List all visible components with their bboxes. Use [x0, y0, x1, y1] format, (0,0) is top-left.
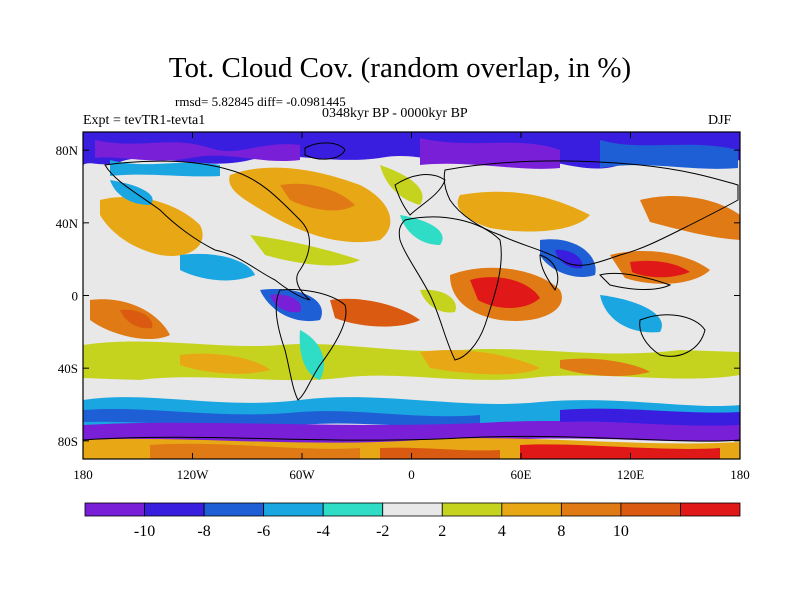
lon-tick-label: 120E	[617, 467, 645, 482]
colorbar-label: 8	[557, 523, 565, 540]
colorbar-label: -10	[134, 523, 155, 540]
colorbar-label: -2	[376, 523, 389, 540]
experiment-text: Expt = tevTR1-tevta1	[83, 113, 206, 128]
colorbar-label: -6	[257, 523, 270, 540]
colorbar-boxes	[84, 502, 741, 517]
colorbar-box	[620, 502, 681, 517]
lon-tick-label: 180	[730, 467, 750, 482]
stats-text: rmsd= 5.82845 diff= -0.0981445	[175, 94, 346, 109]
plot-title: Tot. Cloud Cov. (random overlap, in %)	[168, 52, 632, 84]
lat-tick-label: 80S	[58, 434, 78, 449]
colorbar-box	[322, 502, 384, 517]
lat-tick-label: 40N	[56, 216, 79, 231]
lon-tick-label: 0	[408, 467, 415, 482]
lon-tick-label: 60W	[289, 467, 315, 482]
lon-tick-label: 60E	[511, 467, 532, 482]
colorbar-label: -4	[317, 523, 330, 540]
coastlines	[83, 142, 740, 442]
colorbar-box	[680, 502, 741, 517]
lat-tick-label: 80N	[56, 143, 79, 158]
season-text: DJF	[708, 113, 732, 128]
colorbar-label: -8	[197, 523, 210, 540]
colorbar-labels: -10 -8 -6 -4 -2 2 4 8 10	[134, 523, 629, 540]
lat-tick-label: 40S	[58, 361, 78, 376]
lon-tick-label: 120W	[177, 467, 210, 482]
colorbar-box	[441, 502, 503, 517]
colorbar-label: 10	[613, 523, 629, 540]
colorbar-box	[84, 502, 145, 517]
period-text: 0348kyr BP - 0000kyr BP	[322, 106, 468, 121]
colorbar-box	[144, 502, 205, 517]
colorbar-box	[203, 502, 265, 517]
colorbar-label: 2	[438, 523, 446, 540]
colorbar-box	[263, 502, 324, 517]
colorbar-box	[382, 502, 443, 517]
lon-tick-label: 180	[73, 467, 93, 482]
anomaly-field	[83, 132, 740, 459]
colorbar-box	[560, 502, 622, 517]
longitude-axis: 180 120W 60W 0 60E 120E 180	[73, 132, 750, 482]
colorbar-label: 4	[498, 523, 506, 540]
latitude-axis: 80N 40N 0 40S 80S	[56, 143, 740, 449]
colorbar-box	[501, 502, 562, 517]
lat-tick-label: 0	[72, 289, 79, 304]
